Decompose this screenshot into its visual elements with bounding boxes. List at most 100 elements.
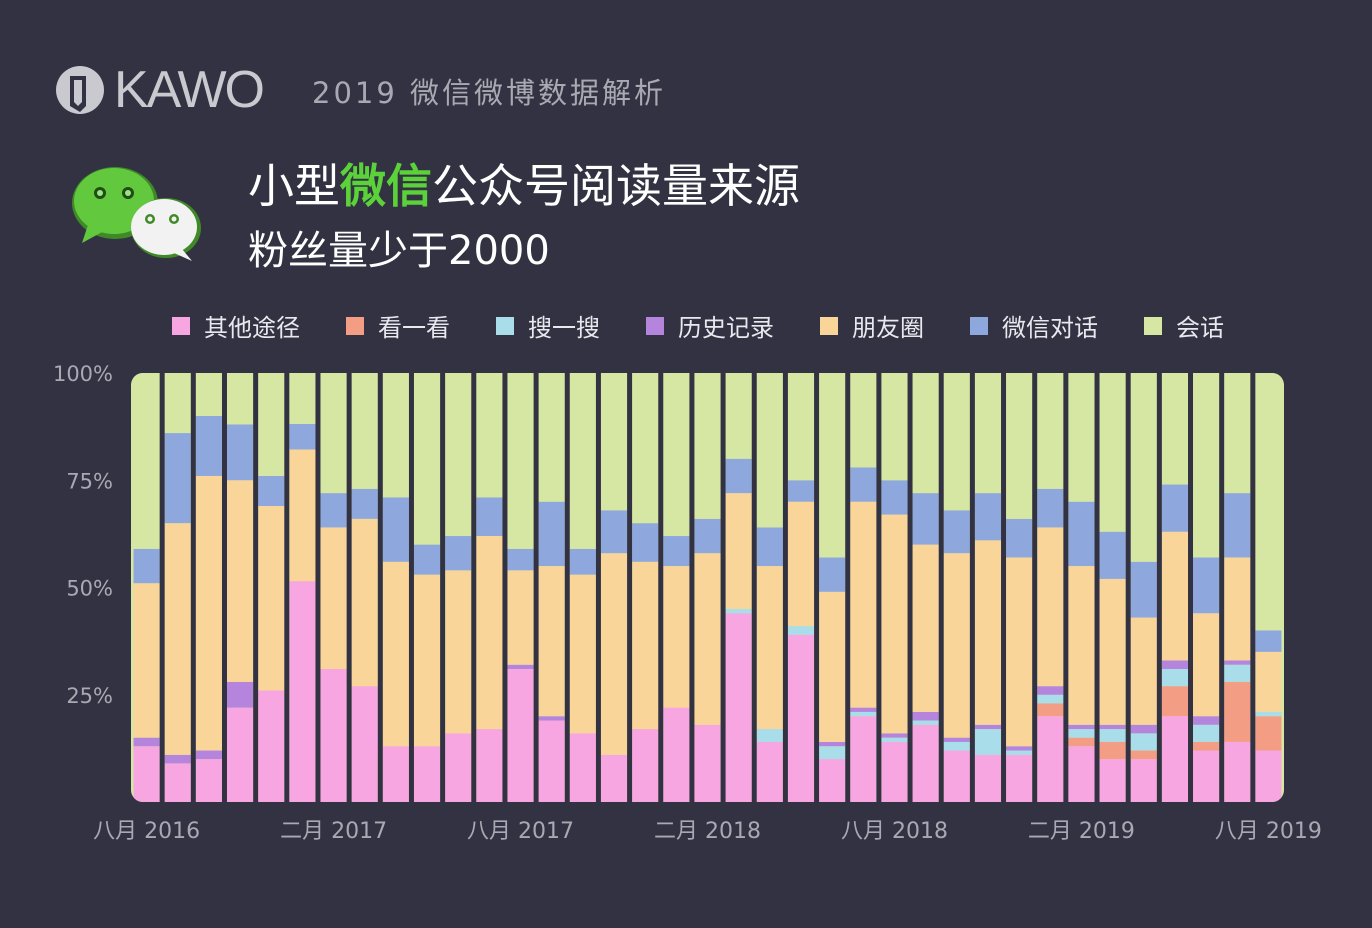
bar-gap [1032,373,1038,802]
bar-segment [1068,724,1095,730]
bar-segment [943,737,970,742]
bar-segment [413,746,441,802]
bar-segment [1193,724,1220,742]
legend-item: 其他途径 [172,308,300,343]
bar-segment [445,373,472,537]
bar-segment [881,737,908,742]
bar-segment [1099,531,1126,579]
bar-segment [1130,733,1157,751]
bar-segment [351,518,378,687]
legend-item: 微信对话 [970,308,1098,343]
bar-segment [226,681,254,708]
bar-gap [907,373,913,802]
brand: KAWO 2019 微信微博数据解析 [52,62,663,118]
bar-segment [943,510,970,554]
bar-segment [538,720,565,802]
bar-gap [221,373,227,802]
bar-segment [1099,729,1126,742]
bar-segment [600,553,628,755]
bar-segment [600,510,628,554]
title-prefix: 小型 [248,159,340,213]
x-tick-label: 二月 2017 [280,819,387,844]
bar-segment [943,750,970,802]
bar-gap [1063,373,1069,802]
legend-swatch [172,316,190,335]
bar-segment [289,373,316,424]
bar-segment [413,574,441,747]
bar-segment [850,467,877,502]
bar-segment [632,523,659,562]
bar-segment [1037,716,1064,802]
title-highlight: 微信 [340,159,432,213]
x-tick-label: 二月 2019 [1028,819,1135,844]
bar-segment [694,553,721,725]
bar-segment [974,729,1002,755]
bar-gap [564,373,570,802]
bar-segment [787,501,815,627]
legend-label: 朋友圈 [852,314,924,342]
bar-segment [1193,557,1220,614]
bar-segment [226,707,254,802]
bar-segment [507,664,534,670]
bar-segment [351,373,378,489]
bar-segment [756,527,783,567]
legend-item: 会话 [1144,308,1224,343]
bar-segment [195,750,222,760]
bar-segment [1006,746,1033,751]
bar-segment [1255,716,1282,751]
bar-segment [881,741,908,802]
bar-segment [133,583,160,738]
bar-segment [974,754,1002,802]
bar-gap [658,373,664,802]
bar-segment [974,724,1002,730]
bar-segment [226,424,254,481]
bar-segment [289,449,316,582]
y-tick-label: 25% [66,684,113,708]
bar-segment [133,373,160,549]
bar-segment [289,423,316,450]
bar-gap [315,373,321,802]
bar-gap [284,373,290,802]
bar-gap [1188,373,1194,802]
bar-segment [881,733,908,738]
bar-segment [226,480,254,682]
bar-segment [507,669,534,802]
bar-gap [377,373,383,802]
bar-segment [725,613,752,802]
bar-segment [1130,373,1157,562]
bar-gap [689,373,695,802]
bar-segment [850,373,877,468]
bar-segment [912,724,939,802]
bar-segment [445,536,472,571]
bar-segment [912,720,939,725]
bar-segment [1037,373,1064,489]
bar-segment [195,415,222,476]
bar-segment [538,373,565,502]
bar-segment [164,523,191,755]
bar-segment [538,566,565,717]
bar-segment [164,433,191,524]
bar-gap [159,373,165,802]
bar-segment [538,716,565,721]
bar-segment [1161,686,1189,717]
kawo-logo-icon [56,66,104,114]
bar-segment [819,557,846,592]
bar-segment [320,493,347,528]
bar-segment [663,707,690,802]
bar-segment [569,574,596,734]
bar-segment [1255,750,1282,802]
bar-segment [1068,373,1095,502]
bar-segment [1224,741,1251,802]
bar-segment [1037,686,1064,695]
bar-segment [850,716,877,802]
bar-segment [787,634,815,802]
bar-gap [1094,373,1100,802]
bar-segment [1193,750,1220,802]
bar-segment [164,754,191,764]
bar-segment [476,497,503,537]
bar-segment [195,475,222,751]
bar-segment [600,754,628,802]
bar-segment [382,561,409,747]
x-tick-label: 八月 2018 [841,819,948,844]
bar-gap [938,373,944,802]
